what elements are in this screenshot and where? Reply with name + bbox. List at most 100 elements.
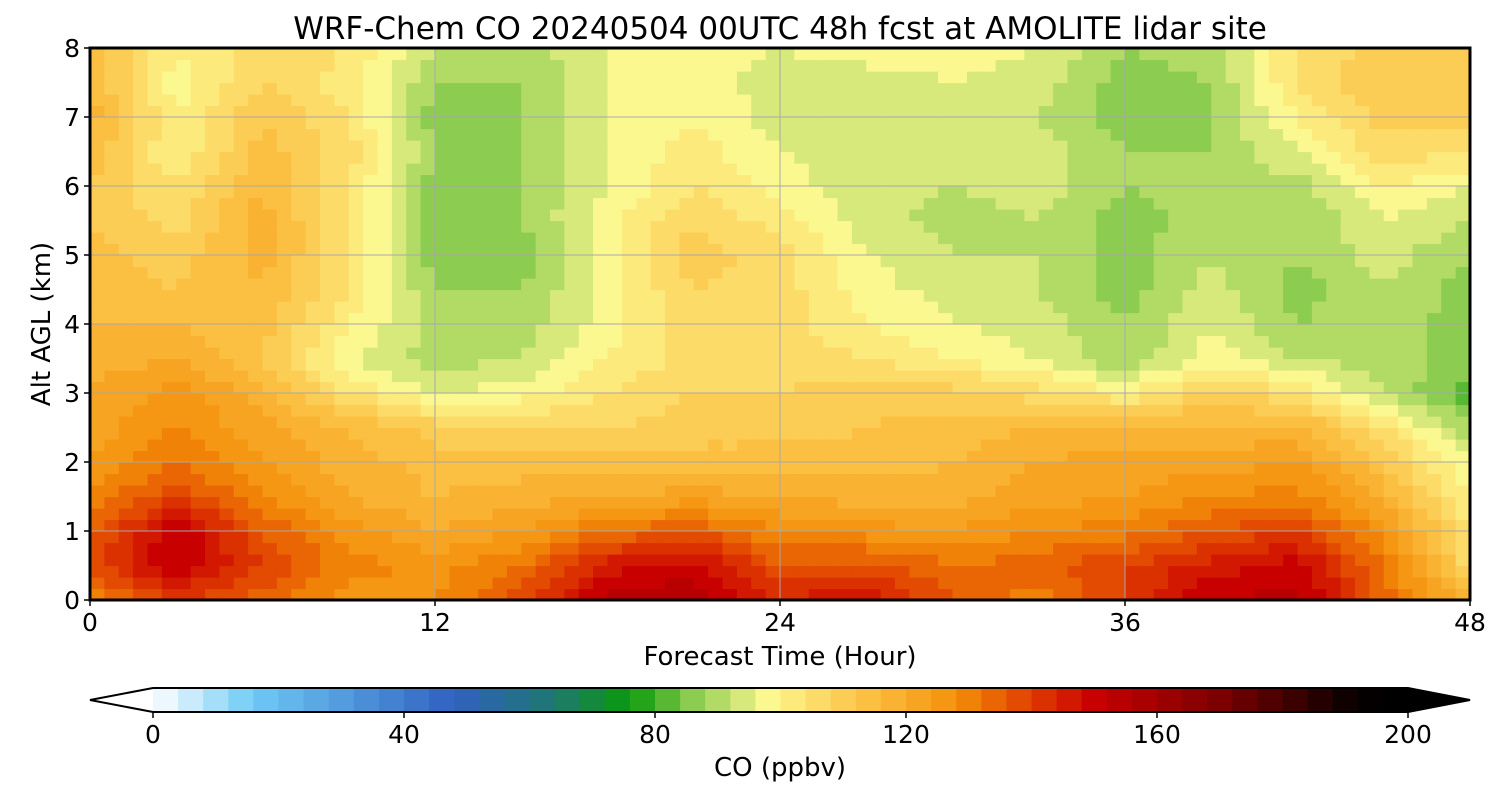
contour-cell: [1225, 312, 1241, 325]
contour-cell: [391, 71, 407, 84]
contour-cell: [923, 71, 939, 84]
contour-cell: [90, 255, 105, 268]
contour-cell: [463, 347, 479, 360]
contour-cell: [564, 554, 580, 567]
contour-cell: [1110, 301, 1126, 314]
contour-cell: [1067, 462, 1083, 475]
contour-cell: [765, 94, 781, 107]
contour-cell: [1426, 151, 1442, 164]
contour-cell: [1355, 266, 1370, 279]
contour-cell: [1268, 82, 1284, 95]
contour-cell: [406, 278, 422, 291]
contour-cell: [1412, 266, 1428, 279]
contour-cell: [1383, 416, 1399, 429]
contour-cell: [794, 439, 810, 452]
contour-cell: [966, 542, 982, 555]
contour-cell: [348, 117, 364, 130]
contour-cell: [693, 151, 709, 164]
contour-cell: [895, 278, 910, 291]
contour-cell: [1225, 71, 1241, 84]
contour-cell: [550, 174, 565, 187]
contour-cell: [895, 439, 910, 452]
colorbar-segment: [1056, 688, 1083, 712]
colorbar-segment: [228, 688, 254, 712]
contour-cell: [636, 335, 652, 348]
contour-cell: [1398, 565, 1414, 578]
contour-cell: [363, 577, 379, 590]
contour-cell: [334, 82, 350, 95]
contour-cell: [1240, 531, 1255, 544]
contour-cell: [391, 416, 407, 429]
contour-cell: [1010, 128, 1025, 141]
contour-cell: [161, 243, 177, 256]
contour-cell: [506, 186, 522, 199]
contour-cell: [837, 82, 853, 95]
contour-cell: [1340, 278, 1356, 291]
contour-cell: [463, 117, 479, 130]
contour-cell: [665, 48, 680, 61]
contour-cell: [1110, 496, 1126, 509]
contour-cell: [1326, 335, 1342, 348]
contour-cell: [1038, 485, 1054, 498]
contour-cell: [880, 404, 896, 417]
contour-cell: [550, 588, 565, 601]
contour-cell: [1441, 335, 1457, 348]
contour-cell: [1225, 82, 1241, 95]
contour-cell: [363, 117, 379, 130]
contour-cell: [276, 508, 292, 521]
contour-cell: [161, 554, 177, 567]
contour-cell: [1110, 255, 1126, 268]
contour-cell: [808, 439, 824, 452]
contour-cell: [1168, 163, 1184, 176]
contour-cell: [506, 519, 522, 532]
contour-cell: [478, 163, 494, 176]
contour-cell: [233, 473, 249, 486]
contour-cell: [233, 416, 249, 429]
contour-cell: [1283, 347, 1299, 360]
contour-cell: [535, 82, 551, 95]
contour-cell: [104, 209, 120, 222]
contour-cell: [1096, 278, 1112, 291]
contour-cell: [348, 186, 364, 199]
contour-cell: [1211, 577, 1227, 590]
contour-cell: [722, 163, 738, 176]
contour-cell: [1412, 163, 1428, 176]
contour-cell: [837, 577, 853, 590]
contour-cell: [1383, 128, 1399, 141]
contour-cell: [1340, 186, 1356, 199]
contour-cell: [1455, 232, 1471, 245]
contour-cell: [90, 105, 105, 118]
contour-cell: [1110, 462, 1126, 475]
contour-cell: [133, 531, 149, 544]
contour-cell: [650, 393, 666, 406]
contour-cell: [420, 473, 436, 486]
contour-cell: [262, 439, 278, 452]
contour-cell: [435, 370, 450, 383]
contour-cell: [1024, 220, 1040, 233]
contour-cell: [1024, 48, 1040, 61]
contour-cell: [334, 312, 350, 325]
contour-cell: [1053, 197, 1069, 210]
contour-cell: [133, 450, 149, 463]
contour-cell: [1398, 243, 1414, 256]
colorbar-segment: [1207, 688, 1233, 712]
contour-cell: [147, 508, 163, 521]
contour-cell: [133, 94, 149, 107]
contour-cell: [420, 462, 436, 475]
contour-cell: [650, 289, 666, 302]
contour-cell: [1196, 393, 1212, 406]
contour-cell: [1340, 531, 1356, 544]
contour-cell: [1024, 140, 1040, 153]
contour-cell: [1455, 59, 1471, 72]
contour-cell: [104, 324, 120, 337]
contour-cell: [952, 565, 968, 578]
contour-cell: [1153, 243, 1169, 256]
contour-cell: [923, 531, 939, 544]
contour-cell: [708, 381, 724, 394]
contour-cell: [780, 370, 795, 383]
contour-cell: [1081, 232, 1097, 245]
contour-cell: [1326, 301, 1342, 314]
contour-cell: [391, 404, 407, 417]
contour-cell: [780, 554, 795, 567]
contour-cell: [1110, 324, 1126, 337]
